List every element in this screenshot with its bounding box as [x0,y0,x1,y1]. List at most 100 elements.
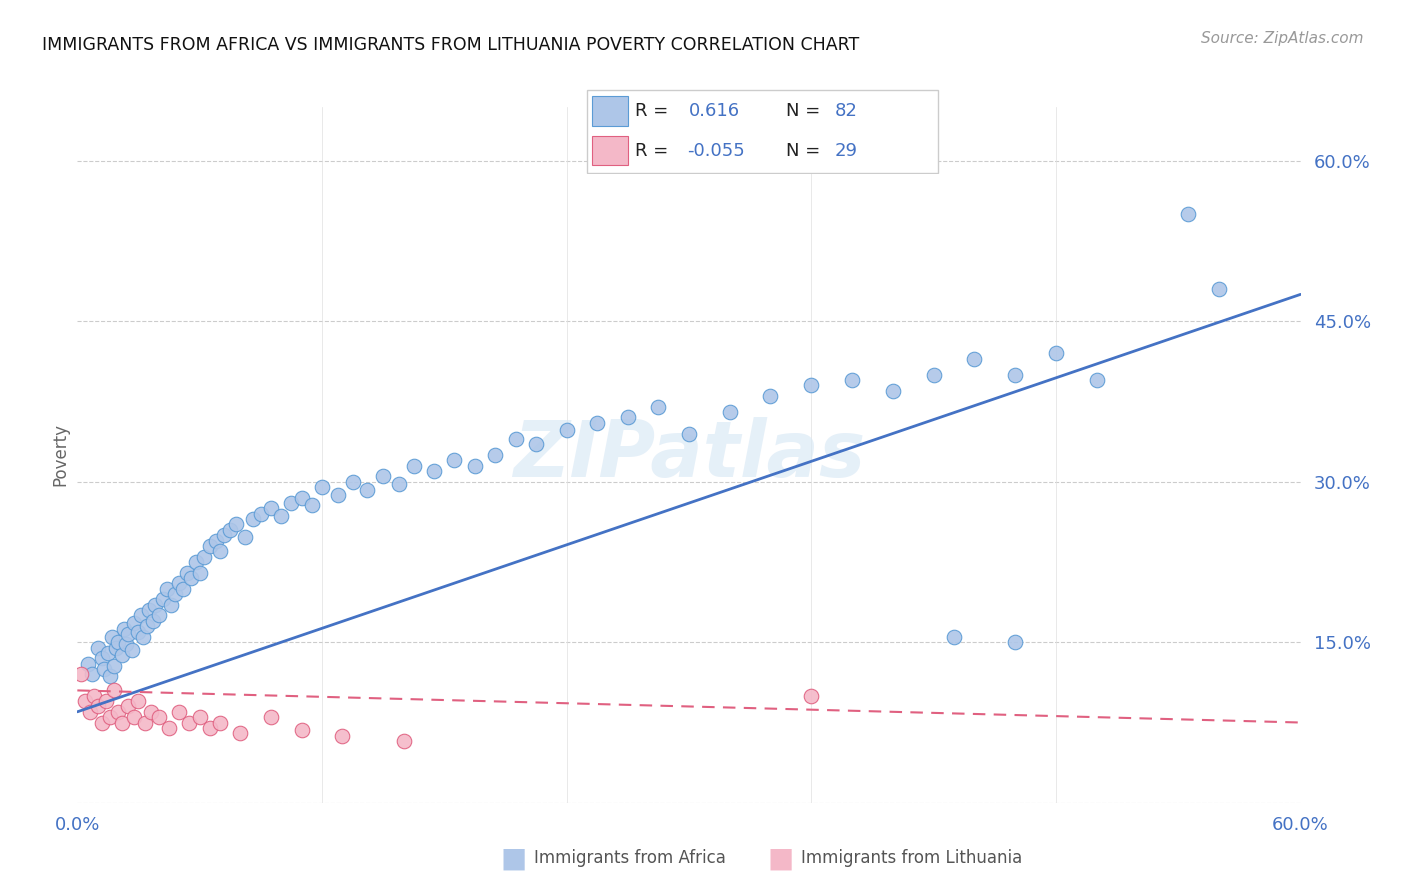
Point [443,453,465,467]
Point [212,528,235,542]
Point [280,496,302,510]
Point [97,646,120,660]
Point [87,640,110,655]
Point [188,566,211,580]
Point [484,448,506,462]
Point [759,389,782,403]
Point [423,464,446,478]
Point [225,517,247,532]
Point [1085,373,1108,387]
Text: R =: R = [636,102,669,120]
Text: R =: R = [636,142,669,160]
Point [139,705,162,719]
Point [1045,346,1067,360]
Point [328,487,350,501]
Text: 82: 82 [834,102,858,120]
Point [169,705,191,719]
Point [172,582,194,596]
Point [127,624,149,639]
Point [111,648,134,662]
Point [205,533,228,548]
Point [103,683,125,698]
Text: N =: N = [786,142,820,160]
Text: Immigrants from Africa: Immigrants from Africa [534,849,725,867]
Text: Immigrants from Lithuania: Immigrants from Lithuania [801,849,1022,867]
Point [800,689,823,703]
Text: IMMIGRANTS FROM AFRICA VS IMMIGRANTS FROM LITHUANIA POVERTY CORRELATION CHART: IMMIGRANTS FROM AFRICA VS IMMIGRANTS FRO… [42,36,859,54]
Point [129,608,152,623]
Point [98,669,121,683]
Point [617,410,640,425]
Point [1177,207,1199,221]
Point [402,458,425,473]
Point [193,549,215,564]
FancyBboxPatch shape [588,90,938,173]
Point [229,726,252,740]
Point [942,630,965,644]
Point [131,630,153,644]
Point [134,715,156,730]
Point [963,351,986,366]
Point [188,710,211,724]
Text: ■: ■ [501,844,526,872]
Text: Source: ZipAtlas.com: Source: ZipAtlas.com [1201,31,1364,46]
Point [922,368,945,382]
Point [148,608,170,623]
Point [179,715,201,730]
Point [124,710,146,724]
Point [647,400,669,414]
Point [184,555,207,569]
Point [117,699,139,714]
Point [148,710,170,724]
Point [143,598,166,612]
Point [198,721,221,735]
Y-axis label: Poverty: Poverty [51,424,69,486]
Point [233,530,256,544]
Point [76,657,98,671]
Point [342,475,364,489]
Point [103,658,125,673]
Text: 29: 29 [834,142,858,160]
Point [219,523,242,537]
Point [718,405,741,419]
Point [176,566,198,580]
Point [311,480,333,494]
Point [135,619,157,633]
Point [107,635,129,649]
Bar [592,136,628,165]
Point [505,432,527,446]
Point [800,378,823,392]
Point [79,705,101,719]
Point [70,667,93,681]
Point [121,642,143,657]
Text: -0.055: -0.055 [688,142,745,160]
Point [260,710,283,724]
Point [90,651,112,665]
Text: ZIPatlas: ZIPatlas [513,417,865,493]
Point [290,723,312,737]
Point [1208,282,1230,296]
Point [464,458,486,473]
Point [101,630,124,644]
Point [80,667,103,681]
Point [75,694,97,708]
Point [107,705,129,719]
Point [1004,635,1026,649]
Point [208,544,231,558]
Point [208,715,231,730]
Text: 0.616: 0.616 [689,102,741,120]
Point [356,483,378,498]
Point [1004,368,1026,382]
Point [270,508,292,523]
Point [250,507,273,521]
Bar [592,96,628,126]
Point [260,501,283,516]
Point [112,623,135,637]
Point [180,571,202,585]
Point [87,699,110,714]
Point [127,694,149,708]
Point [115,637,138,651]
Point [138,603,160,617]
Point [169,576,191,591]
Point [90,715,112,730]
